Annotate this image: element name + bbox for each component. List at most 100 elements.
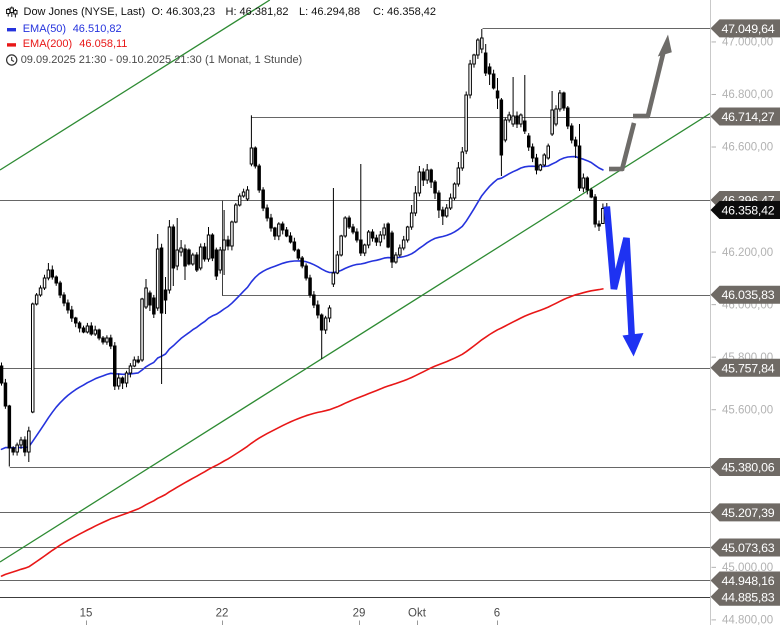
candle[interactable] <box>585 176 589 195</box>
candle[interactable] <box>483 44 488 76</box>
candle[interactable] <box>429 168 433 188</box>
candle[interactable] <box>581 173 586 193</box>
candle[interactable] <box>351 223 355 235</box>
candle[interactable] <box>300 256 304 269</box>
candle[interactable] <box>355 228 359 243</box>
level-price-box[interactable] <box>710 587 780 606</box>
candle[interactable] <box>42 274 47 290</box>
candle[interactable] <box>433 180 437 199</box>
candle[interactable] <box>257 163 261 193</box>
candle[interactable] <box>409 205 414 230</box>
candle[interactable] <box>507 111 511 123</box>
candle[interactable] <box>401 235 406 251</box>
candle[interactable] <box>132 356 137 368</box>
candle[interactable] <box>159 243 164 384</box>
candle[interactable] <box>222 210 226 275</box>
candle[interactable] <box>538 163 543 172</box>
candle[interactable] <box>124 370 129 388</box>
candle[interactable] <box>558 90 562 112</box>
candle[interactable] <box>120 376 125 389</box>
candle[interactable] <box>425 164 429 184</box>
candle[interactable] <box>448 193 453 211</box>
candle[interactable] <box>195 252 199 272</box>
candle[interactable] <box>487 63 492 85</box>
candle[interactable] <box>202 242 207 262</box>
candle[interactable] <box>456 162 461 187</box>
level-price-box[interactable] <box>710 503 780 522</box>
candle[interactable] <box>269 213 273 232</box>
candle[interactable] <box>261 187 265 212</box>
candle[interactable] <box>284 227 289 238</box>
candle[interactable] <box>280 221 285 235</box>
candle[interactable] <box>417 166 422 197</box>
candle[interactable] <box>421 168 426 186</box>
level-price-box[interactable] <box>710 107 780 126</box>
candle[interactable] <box>476 38 480 59</box>
candle[interactable] <box>589 187 593 199</box>
candle[interactable] <box>50 265 54 280</box>
candle[interactable] <box>144 279 148 309</box>
candle[interactable] <box>74 316 78 328</box>
candle[interactable] <box>58 280 62 299</box>
candle[interactable] <box>554 105 558 127</box>
candle[interactable] <box>31 302 35 414</box>
candle[interactable] <box>296 248 301 260</box>
candle[interactable] <box>171 224 176 286</box>
candle[interactable] <box>113 342 117 390</box>
gray-arrow-segment[interactable] <box>619 122 637 172</box>
candle[interactable] <box>101 336 105 345</box>
candle[interactable] <box>347 215 351 229</box>
candle[interactable] <box>542 153 546 167</box>
candle[interactable] <box>70 305 74 322</box>
candle[interactable] <box>183 244 187 281</box>
candle[interactable] <box>441 206 445 225</box>
candle[interactable] <box>152 294 156 318</box>
candle[interactable] <box>77 321 82 333</box>
candle[interactable] <box>163 277 168 314</box>
candle[interactable] <box>386 222 390 249</box>
candle[interactable] <box>503 117 508 143</box>
candle[interactable] <box>46 263 51 281</box>
candle[interactable] <box>444 204 449 218</box>
candle[interactable] <box>15 442 19 456</box>
candle[interactable] <box>562 91 566 111</box>
candle[interactable] <box>245 186 250 201</box>
candle[interactable] <box>66 299 70 314</box>
candle[interactable] <box>593 194 597 228</box>
candle[interactable] <box>3 378 8 409</box>
candle[interactable] <box>265 204 269 222</box>
candle[interactable] <box>105 335 109 345</box>
candle[interactable] <box>214 247 219 280</box>
candle[interactable] <box>175 218 179 271</box>
candle[interactable] <box>359 164 363 256</box>
blue-arrow-shaft[interactable] <box>603 206 636 339</box>
candle[interactable] <box>566 106 570 130</box>
candle[interactable] <box>109 334 113 350</box>
candle[interactable] <box>335 250 340 275</box>
candle[interactable] <box>11 446 15 456</box>
candle[interactable] <box>405 225 410 243</box>
candle[interactable] <box>519 113 523 128</box>
candle[interactable] <box>480 29 484 54</box>
candle[interactable] <box>577 124 582 191</box>
candle[interactable] <box>370 229 375 242</box>
candle[interactable] <box>530 143 535 163</box>
candle[interactable] <box>148 290 152 311</box>
candle[interactable] <box>288 232 293 244</box>
candle[interactable] <box>382 223 386 240</box>
candle[interactable] <box>19 436 23 449</box>
candle[interactable] <box>601 203 605 225</box>
candle[interactable] <box>597 220 601 232</box>
candle[interactable] <box>27 426 31 462</box>
level-price-box[interactable] <box>710 571 780 590</box>
candle[interactable] <box>460 147 465 171</box>
level-price-box[interactable] <box>710 538 780 557</box>
candle[interactable] <box>468 59 472 99</box>
candle[interactable] <box>527 133 531 151</box>
trendline-upper-channel[interactable] <box>0 0 271 171</box>
candle[interactable] <box>117 373 121 390</box>
candle[interactable] <box>546 143 550 160</box>
candle[interactable] <box>472 53 476 68</box>
candle[interactable] <box>398 244 402 258</box>
